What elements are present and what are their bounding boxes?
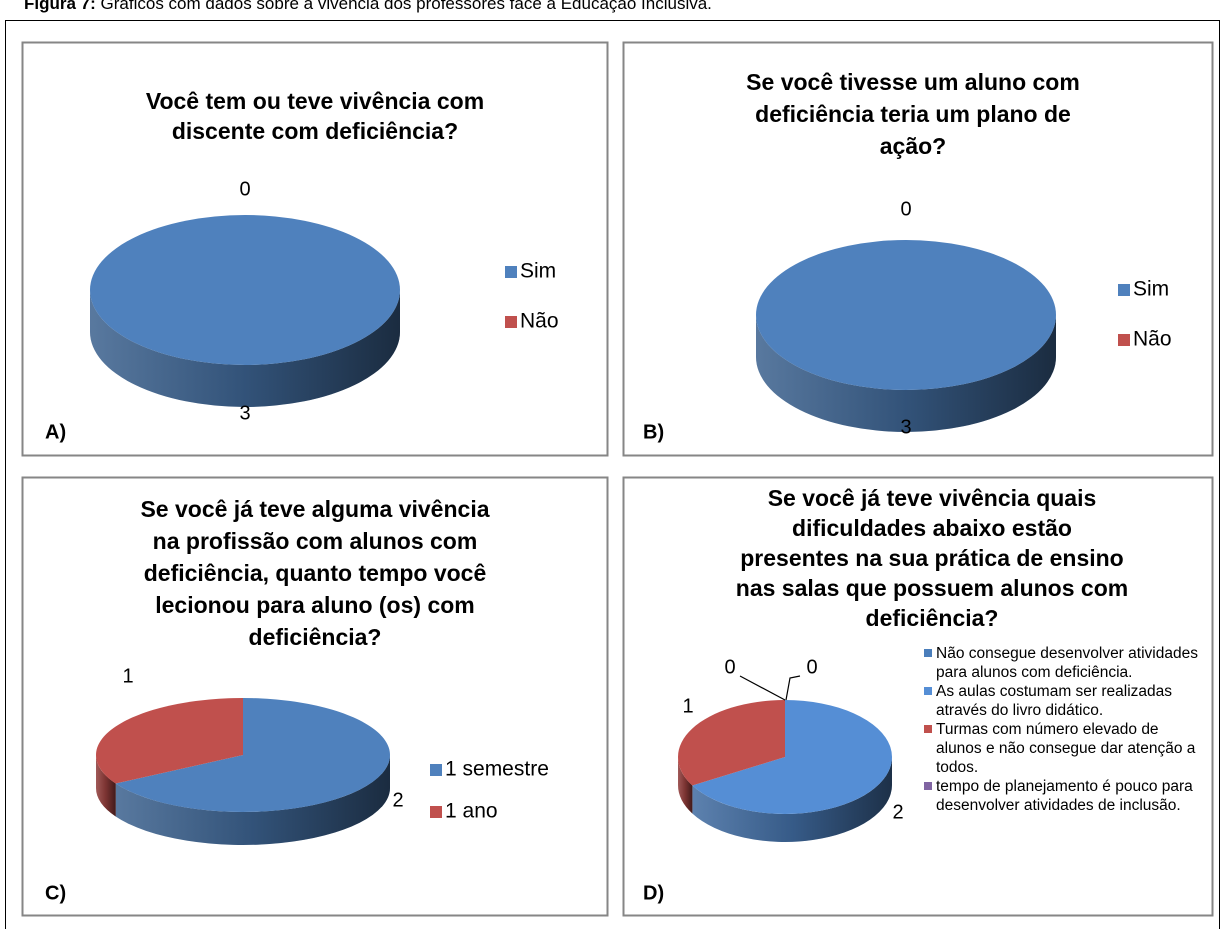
legend-swatch xyxy=(924,782,932,790)
pie-side-shade xyxy=(678,757,693,814)
pie-side-shade xyxy=(96,755,116,817)
outer-border xyxy=(5,20,1220,929)
legend-label: Não xyxy=(1133,328,1172,351)
data-label: 0 xyxy=(900,198,911,220)
legend-item: Turmas com número elevado de alunos e nã… xyxy=(924,720,1204,777)
panel-label: B) xyxy=(643,421,664,443)
legend-swatch xyxy=(924,649,932,657)
chart-title: dificuldades abaixo estão xyxy=(792,515,1072,541)
pie-side-shade xyxy=(90,290,400,407)
legend-item: As aulas costumam ser realizadas através… xyxy=(924,682,1204,720)
chart-title: Se você tivesse um aluno com xyxy=(746,69,1080,95)
legend-swatch xyxy=(924,725,932,733)
pie-slice xyxy=(678,700,785,786)
pie-slice xyxy=(756,240,1056,390)
legend: Não consegue desenvolver atividades para… xyxy=(924,644,1204,815)
panel-label: A) xyxy=(45,421,66,443)
chart-title: nas salas que possuem alunos com xyxy=(736,575,1128,601)
chart-title: ação? xyxy=(880,133,946,159)
chart-title: presentes na sua prática de ensino xyxy=(740,545,1123,571)
legend-label: 1 semestre xyxy=(445,758,549,781)
caption-text: Gráficos com dados sobre a vivência dos … xyxy=(101,0,712,13)
legend-label: tempo de planejamento é pouco para desen… xyxy=(936,778,1193,814)
pie-side-shade xyxy=(692,757,892,843)
legend-label: As aulas costumam ser realizadas através… xyxy=(936,683,1173,719)
legend-swatch xyxy=(430,764,442,776)
pie-side-shade xyxy=(115,755,390,845)
chart-title: Você tem ou teve vivência com xyxy=(146,88,484,114)
legend-swatch xyxy=(505,266,517,278)
pie-slice xyxy=(692,700,893,814)
data-label: 2 xyxy=(392,789,403,811)
panel-label: C) xyxy=(45,882,66,904)
legend-label: Sim xyxy=(1133,278,1169,301)
pie-slice xyxy=(115,698,390,812)
pie-slice xyxy=(95,698,243,784)
leader-line xyxy=(739,675,786,701)
caption: Figura 7: Gráficos com dados sobre a viv… xyxy=(24,0,712,13)
chart-title: deficiência? xyxy=(249,624,382,650)
data-label: 2 xyxy=(892,801,903,823)
legend-swatch xyxy=(505,316,517,328)
chart-title: na profissão com alunos com xyxy=(153,528,478,554)
legend-item: Não consegue desenvolver atividades para… xyxy=(924,644,1204,682)
legend-item: tempo de planejamento é pouco para desen… xyxy=(924,777,1204,815)
data-label: 1 xyxy=(682,695,693,717)
pie-slice xyxy=(90,215,400,365)
data-label: 0 xyxy=(724,656,735,678)
legend-swatch xyxy=(1118,334,1130,346)
legend-label: Não consegue desenvolver atividades para… xyxy=(936,645,1198,681)
chart-title: deficiência, quanto tempo você xyxy=(144,560,487,586)
chart-title: deficiência teria um plano de xyxy=(755,101,1071,127)
panel-border xyxy=(622,476,1214,917)
chart-title: Se você já teve alguma vivência xyxy=(140,496,489,522)
data-label: 0 xyxy=(806,656,817,678)
data-label: 3 xyxy=(900,416,911,438)
legend-label: 1 ano xyxy=(445,800,498,823)
chart-title: lecionou para aluno (os) com xyxy=(155,592,474,618)
leader-line xyxy=(785,675,801,701)
data-label: 0 xyxy=(239,178,250,200)
legend-swatch xyxy=(1118,284,1130,296)
chart-title: discente com deficiência? xyxy=(172,118,458,144)
legend-swatch xyxy=(924,687,932,695)
chart-title: Se você já teve vivência quais xyxy=(768,485,1097,511)
chart-title: deficiência? xyxy=(866,605,999,631)
data-label: 3 xyxy=(239,402,250,424)
data-label: 1 xyxy=(122,665,133,687)
pie-side-shade xyxy=(756,315,1056,432)
caption-label: Figura 7: xyxy=(24,0,96,13)
legend-label: Sim xyxy=(520,260,556,283)
legend-label: Turmas com número elevado de alunos e nã… xyxy=(936,721,1196,776)
legend-swatch xyxy=(430,806,442,818)
panel-label: D) xyxy=(643,882,664,904)
panel-border xyxy=(21,476,609,917)
legend-label: Não xyxy=(520,310,559,333)
